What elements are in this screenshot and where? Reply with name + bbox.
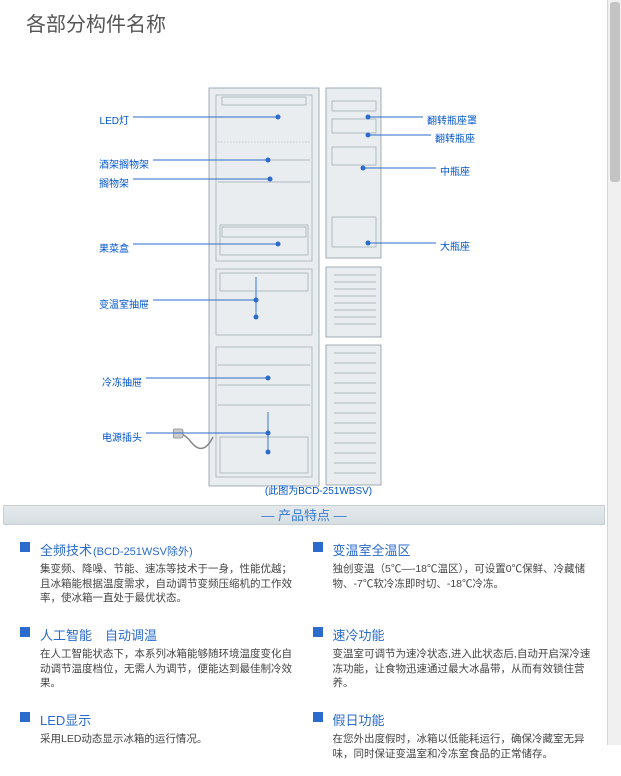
scrollbar-track[interactable] — [607, 0, 621, 745]
feature-bullet — [20, 542, 30, 552]
feature-item: LED显示采用LED动态显示冰箱的运行情况。 — [20, 705, 313, 775]
diagram-label: 大瓶座 — [440, 238, 470, 253]
features-heading: — 产品特点 — — [3, 505, 605, 525]
feature-bullet — [313, 712, 323, 722]
diagram-label: 酒架搁物架 — [99, 156, 149, 171]
feature-bullet — [313, 627, 323, 637]
feature-title: 速冷功能 — [333, 625, 594, 644]
diagram-label: 果菜盒 — [99, 240, 129, 255]
feature-desc: 在人工智能状态下，本系列冰箱能够随环境温度变化自动调节温度档位，无需人为调节，便… — [40, 647, 301, 691]
feature-desc: 独创变温（5℃—-18℃温区），可设置0℃保鲜、冷藏储物、-7℃软冷冻即时切、-… — [333, 562, 594, 591]
feature-title: 全频技术(BCD-251WSV除外) — [40, 540, 301, 559]
scrollbar-thumb[interactable] — [610, 2, 620, 182]
diagram-label: 冷冻抽屉 — [102, 374, 142, 389]
diagram: LED灯酒架搁物架搁物架果菜盒变温室抽屉冷冻抽屉电源插头 翻转瓶座罩翻转瓶座中瓶座… — [8, 47, 608, 492]
feature-title: 假日功能 — [333, 710, 594, 729]
feature-desc: 集变频、降噪、节能、速冻等技术于一身，性能优越；且冰箱能根据温度需求，自动调节变… — [40, 562, 301, 606]
feature-title: LED显示 — [40, 710, 301, 729]
feature-desc: 变温室可调节为速冷状态,进入此状态后,自动开启深冷速冻功能，让食物迅速通过最大冰… — [333, 647, 594, 691]
diagram-label: 中瓶座 — [440, 163, 470, 178]
feature-bullet — [313, 542, 323, 552]
diagram-caption: (此图为BCD-251WBSV) — [8, 482, 621, 497]
diagram-label: 翻转瓶座 — [435, 130, 475, 145]
feature-bullet — [20, 712, 30, 722]
feature-desc: 在您外出度假时，冰箱以低能耗运行，确保冷藏室无异味，同时保证变温室和冷冻室食品的… — [333, 732, 594, 761]
page-title: 各部分构件名称 — [26, 8, 613, 37]
plug-icon — [173, 417, 223, 467]
feature-bullet — [20, 627, 30, 637]
fridge-illustration — [208, 87, 388, 487]
diagram-label: 电源插头 — [102, 429, 142, 444]
features-grid: 全频技术(BCD-251WSV除外) 集变频、降噪、节能、速冻等技术于一身，性能优… — [20, 535, 605, 776]
feature-item: 人工智能 自动调温在人工智能状态下，本系列冰箱能够随环境温度变化自动调节温度档位… — [20, 620, 313, 705]
feature-item: 假日功能在您外出度假时，冰箱以低能耗运行，确保冷藏室无异味，同时保证变温室和冷冻… — [313, 705, 606, 775]
feature-item: 速冷功能变温室可调节为速冷状态,进入此状态后,自动开启深冷速冻功能，让食物迅速通… — [313, 620, 606, 705]
feature-title: 变温室全温区 — [333, 540, 594, 559]
diagram-label: LED灯 — [100, 112, 129, 127]
diagram-label: 翻转瓶座罩 — [427, 112, 477, 127]
feature-title: 人工智能 自动调温 — [40, 625, 301, 644]
diagram-label: 搁物架 — [99, 175, 129, 190]
diagram-label: 变温室抽屉 — [99, 296, 149, 311]
feature-item: 全频技术(BCD-251WSV除外) 集变频、降噪、节能、速冻等技术于一身，性能优… — [20, 535, 313, 620]
feature-item: 变温室全温区独创变温（5℃—-18℃温区），可设置0℃保鲜、冷藏储物、-7℃软冷… — [313, 535, 606, 620]
